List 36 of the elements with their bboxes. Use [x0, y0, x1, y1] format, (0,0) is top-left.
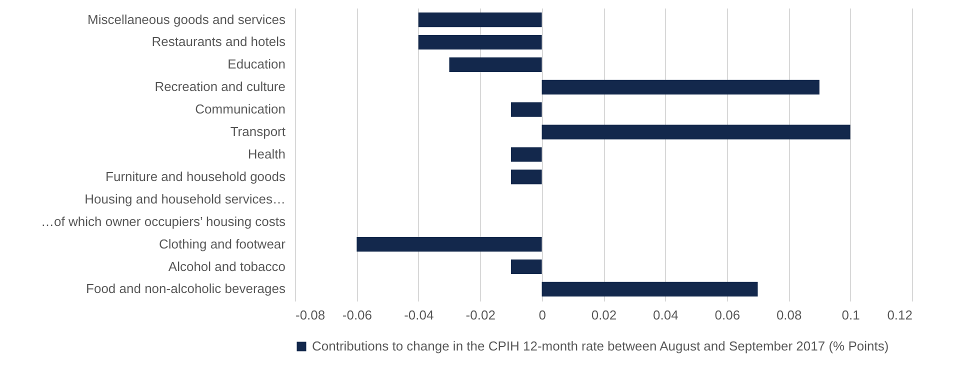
legend-label: Contributions to change in the CPIH 12-month rate between August and September 2017 (% Points): [312, 338, 889, 354]
y-tick-label: Housing and household services…: [84, 191, 286, 206]
x-tick-label: -0.08: [296, 308, 326, 322]
x-tick-label: -0.02: [466, 308, 496, 322]
bar: [356, 237, 542, 252]
y-tick-label: …of which owner occupiers’ housing costs: [41, 214, 286, 229]
y-tick-label: Communication: [195, 102, 286, 117]
x-tick-label: 0.02: [591, 308, 617, 322]
y-tick-label: Furniture and household goods: [106, 168, 286, 184]
x-tick-label: 0.04: [653, 308, 678, 322]
bar: [542, 282, 758, 297]
x-tick-label: 0.1: [842, 308, 860, 322]
x-tick-label: 0.06: [714, 308, 740, 322]
y-tick-label: Education: [228, 56, 286, 72]
y-tick-label: Food and non-alcoholic beverages: [86, 281, 286, 296]
y-tick-label: Miscellaneous goods and services: [88, 12, 286, 27]
x-tick-label: -0.06: [342, 308, 372, 322]
x-tick-label: 0.12: [887, 308, 912, 322]
bar: [510, 259, 542, 274]
bar: [510, 170, 542, 184]
bar: [542, 80, 820, 94]
bar: [510, 102, 542, 117]
y-tick-label: Restaurants and hotels: [152, 34, 286, 50]
x-tick-label: 0: [538, 308, 546, 322]
y-tick-label: Health: [248, 146, 286, 162]
bar: [510, 147, 542, 162]
y-tick-label: Clothing and footwear: [159, 236, 286, 252]
y-tick-label: Recreation and culture: [154, 79, 286, 94]
x-tick-label: 0.08: [776, 308, 802, 322]
bar: [449, 57, 542, 72]
y-tick-label: Transport: [230, 124, 286, 140]
bar: [418, 12, 542, 28]
x-tick-label: -0.04: [404, 308, 434, 322]
y-tick-label: Alcohol and tobacco: [168, 258, 286, 274]
bar: [542, 124, 850, 140]
bar: [418, 34, 542, 50]
